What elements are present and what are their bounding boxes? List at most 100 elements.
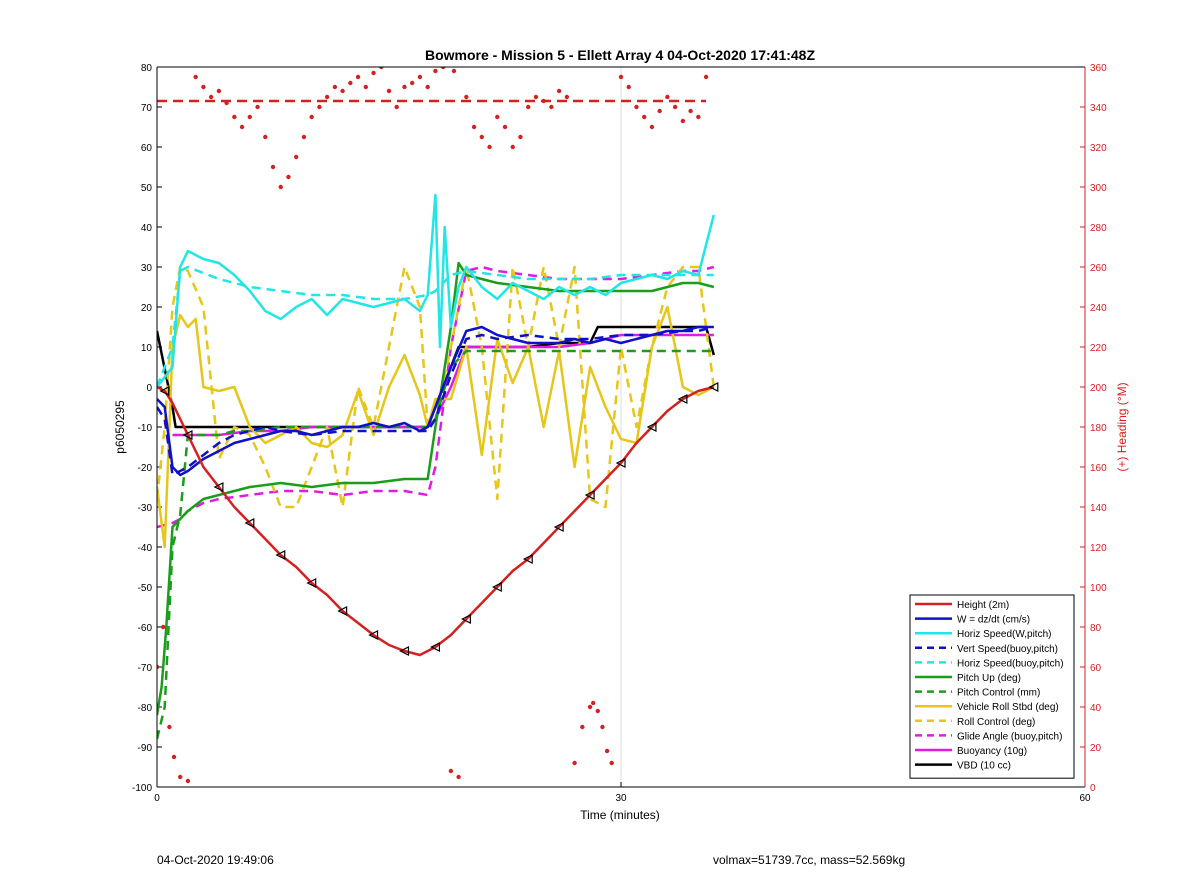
- heading-point: [363, 84, 368, 90]
- heading-point: [672, 104, 678, 110]
- y-tick-label-left: -90: [138, 743, 153, 754]
- heading-point: [471, 124, 477, 130]
- height-marker: [677, 394, 688, 404]
- heading-point: [301, 134, 307, 140]
- heading-point: [634, 104, 639, 110]
- y-tick-label-right: 80: [1090, 623, 1102, 634]
- y-tick-label-right: 340: [1090, 103, 1107, 114]
- x-tick-label: 30: [615, 793, 627, 804]
- heading-point: [324, 94, 330, 100]
- heading-point: [348, 80, 353, 86]
- heading-point: [386, 88, 392, 94]
- heading-point: [526, 104, 531, 110]
- legend-label: Pitch Control (mm): [957, 688, 1040, 699]
- y-tick-label-right: 0: [1090, 783, 1096, 794]
- heading-point: [160, 624, 166, 630]
- heading-point: [456, 774, 461, 780]
- heading-point: [355, 74, 361, 80]
- height-marker: [491, 582, 502, 592]
- heading-point: [590, 700, 596, 706]
- legend-label: Horiz Speed(buoy,pitch): [957, 658, 1064, 669]
- heading-point: [556, 88, 562, 94]
- series-line-horiz-speed-w-pitch: [157, 193, 716, 388]
- chart-title: Bowmore - Mission 5 - Ellett Array 4 04-…: [425, 47, 816, 63]
- y-axis-label-right: (+) Heading (°M): [1115, 382, 1129, 471]
- legend-label: VBD (10 cc): [957, 761, 1011, 772]
- legend-label: Height (2m): [957, 600, 1009, 611]
- heading-point: [247, 114, 252, 120]
- series-line-w-dz-dt-cm-s: [157, 325, 714, 477]
- heading-point: [665, 94, 670, 100]
- series-line-vehicle-roll-stbd-deg: [157, 305, 715, 549]
- series-line-roll-control-deg: [157, 265, 716, 509]
- y-tick-label-right: 40: [1090, 703, 1102, 714]
- heading-point: [425, 84, 430, 90]
- y-tick-label-right: 180: [1090, 423, 1107, 434]
- y-tick-label-right: 160: [1090, 463, 1107, 474]
- heading-point: [451, 68, 457, 74]
- heading-point: [417, 74, 423, 80]
- y-tick-label-left: -70: [138, 663, 153, 674]
- y-tick-label-left: -30: [138, 503, 153, 514]
- heading-point: [464, 94, 469, 100]
- height-marker: [337, 606, 348, 616]
- heading-point: [533, 94, 539, 100]
- height-marker: [460, 614, 471, 624]
- y-tick-label-left: 20: [141, 303, 153, 314]
- plot-layer: -100-90-80-70-60-50-40-30-20-10010203040…: [132, 63, 1107, 804]
- heading-point: [696, 114, 701, 120]
- heading-point: [448, 768, 454, 774]
- heading-point: [410, 80, 415, 86]
- heading-point: [495, 114, 500, 120]
- x-tick-label: 0: [154, 793, 160, 804]
- y-tick-label-right: 360: [1090, 63, 1107, 74]
- y-tick-label-right: 220: [1090, 343, 1107, 354]
- heading-point: [440, 67, 446, 70]
- y-tick-label-left: -10: [138, 423, 153, 434]
- y-tick-label-left: 40: [141, 223, 153, 234]
- heading-point: [394, 104, 399, 110]
- heading-point: [402, 84, 407, 90]
- legend-label: Buoyancy (10g): [957, 746, 1027, 757]
- y-tick-label-left: 60: [141, 143, 153, 154]
- heading-point: [510, 144, 515, 150]
- y-tick-label-right: 320: [1090, 143, 1107, 154]
- heading-point: [317, 104, 322, 110]
- series-line-height-2m: [157, 385, 715, 657]
- heading-point: [487, 144, 492, 150]
- y-tick-label-right: 200: [1090, 383, 1107, 394]
- y-tick-label-right: 20: [1090, 743, 1102, 754]
- heading-point: [518, 134, 523, 140]
- heading-point: [609, 760, 614, 766]
- series-line-horiz-speed-buoy-pitch: [157, 265, 714, 388]
- heading-point: [167, 724, 172, 730]
- heading-point: [239, 124, 245, 130]
- footer-timestamp: 04-Oct-2020 19:49:06: [157, 853, 274, 867]
- series-line-pitch-control-mm: [157, 349, 714, 740]
- y-tick-label-left: 30: [141, 263, 153, 274]
- y-tick-label-left: -20: [138, 463, 153, 474]
- heading-point: [193, 74, 198, 80]
- y-axis-label-left: p6050295: [113, 400, 127, 454]
- y-tick-label-left: 50: [141, 183, 153, 194]
- heading-point: [572, 760, 577, 766]
- heading-point: [564, 94, 570, 100]
- footer-volume-mass: volmax=51739.7cc, mass=52.569kg: [713, 853, 906, 867]
- heading-point: [208, 94, 214, 100]
- heading-point: [263, 134, 268, 140]
- heading-point: [332, 84, 338, 90]
- heading-point: [379, 67, 384, 70]
- height-marker: [708, 382, 719, 392]
- heading-point: [433, 68, 438, 74]
- height-marker: [159, 386, 170, 396]
- y-tick-label-right: 120: [1090, 543, 1107, 554]
- height-marker: [553, 522, 564, 532]
- legend-label: Horiz Speed(W,pitch): [957, 629, 1051, 640]
- x-tick-label: 60: [1079, 793, 1091, 804]
- heading-point: [657, 108, 662, 114]
- series-line-buoyancy-10g: [172, 333, 714, 437]
- y-tick-label-left: 10: [141, 343, 153, 354]
- heading-point: [224, 100, 229, 106]
- height-marker: [646, 422, 657, 432]
- y-tick-label-right: 280: [1090, 223, 1107, 234]
